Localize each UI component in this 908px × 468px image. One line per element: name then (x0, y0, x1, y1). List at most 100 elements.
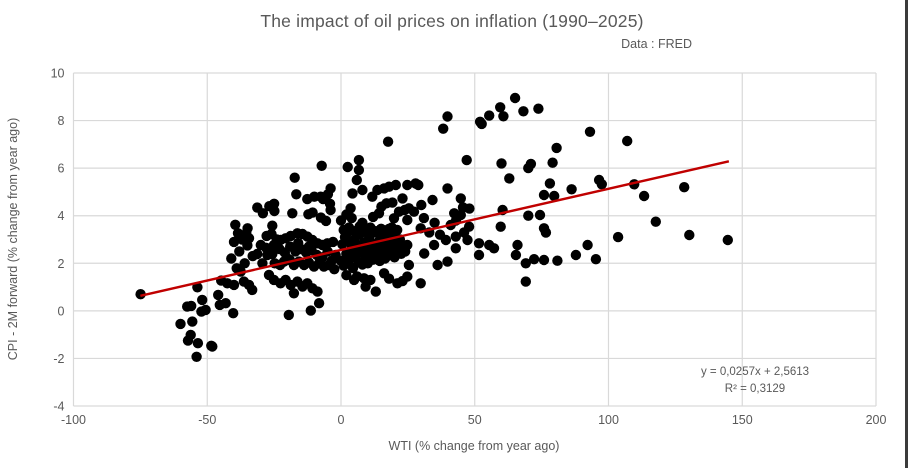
x-tick-label: -100 (61, 413, 86, 427)
scatter-point (520, 258, 531, 269)
scatter-point (528, 254, 540, 265)
scatter-point (228, 279, 240, 291)
scatter-point (362, 227, 373, 238)
y-tick-label: 2 (58, 257, 65, 271)
scatter-point (638, 190, 650, 202)
scatter-point (473, 238, 485, 249)
scatter-point (496, 158, 507, 169)
y-tick-label: 4 (58, 209, 65, 223)
scatter-point (476, 118, 487, 130)
scatter-point (365, 274, 376, 286)
scatter-point (442, 256, 453, 267)
scatter-point (429, 217, 440, 228)
scatter-point (191, 351, 202, 362)
x-tick-label: 50 (468, 413, 482, 427)
scatter-point (679, 182, 690, 193)
x-tick-label: 150 (732, 413, 753, 427)
scatter-point (442, 111, 453, 122)
scatter-point (257, 208, 269, 219)
scatter-point (367, 211, 379, 223)
scatter-point (383, 223, 395, 234)
window-edge-strip (905, 0, 908, 468)
scatter-point (226, 253, 237, 264)
scatter-point (538, 254, 550, 266)
scatter-point (187, 316, 198, 327)
scatter-point (287, 208, 298, 219)
scatter-point (434, 229, 446, 240)
scatter-point (234, 246, 245, 257)
scatter-point (353, 154, 365, 166)
scatter-point (416, 199, 427, 211)
scatter-point (450, 243, 461, 254)
y-tick-label: -4 (53, 400, 64, 414)
x-tick-label: 100 (598, 413, 619, 427)
scatter-point (464, 203, 475, 214)
y-axis-tick-labels: -4 -2 0 2 4 6 8 10 (51, 67, 65, 414)
scatter-point (547, 157, 558, 168)
scatter-point (325, 204, 336, 216)
scatter-point (341, 270, 352, 281)
scatter-point (220, 298, 231, 309)
scatter-point (135, 289, 146, 300)
scatter-point (382, 136, 394, 147)
scatter-point (373, 228, 384, 239)
scatter-point (228, 236, 240, 248)
scatter-point (307, 207, 318, 218)
scatter-point (312, 286, 323, 297)
scatter-point (351, 271, 363, 282)
scatter-point (509, 92, 521, 104)
scatter-point (325, 183, 336, 194)
scatter-point (570, 249, 582, 261)
scatter-point (495, 102, 506, 113)
scatter-point (512, 239, 523, 251)
scatter-point (329, 264, 340, 275)
scatter-point (207, 341, 218, 352)
y-tick-label: 6 (58, 162, 65, 176)
trendline-r2-label: R² = 0,3129 (725, 383, 785, 395)
scatter-point (450, 231, 461, 242)
trendline-equation-label: y = 0,0257x + 2,5613 (701, 366, 809, 378)
scatter-point (242, 223, 253, 234)
scatter-point (544, 178, 556, 189)
scatter-point (523, 210, 534, 221)
scatter-point (484, 110, 495, 121)
scatter-point (186, 300, 197, 312)
scatter-point (473, 249, 485, 261)
scatter-point (291, 189, 302, 200)
scatter-point (239, 258, 250, 269)
scatter-point (461, 154, 472, 166)
scatter-point (305, 305, 316, 316)
x-axis-tick-labels: -100 -50 0 50 100 150 200 (61, 413, 886, 427)
scatter-point (200, 304, 211, 316)
chart-subtitle: Data : FRED (621, 37, 692, 51)
scatter-point (650, 216, 661, 227)
scatter-point (397, 275, 408, 287)
x-axis-title: WTI (% change from year ago) (389, 439, 560, 453)
scatter-point (488, 243, 500, 254)
scatter-point (197, 294, 208, 306)
scatter-point (582, 239, 593, 251)
scatter-point (390, 179, 401, 191)
y-tick-label: 0 (58, 304, 65, 318)
y-tick-label: -2 (53, 352, 64, 366)
scatter-point (402, 214, 413, 226)
scatter-point (533, 103, 544, 114)
scatter-point (252, 248, 263, 260)
scatter-point (257, 258, 268, 269)
scatter-point (442, 183, 453, 194)
scatter-point (316, 160, 327, 171)
scatter-point (612, 231, 624, 243)
scatter-point (357, 217, 368, 228)
scatter-point (590, 254, 602, 265)
x-tick-label: -50 (198, 413, 216, 427)
scatter-point (552, 255, 563, 266)
scatter-point (504, 173, 515, 184)
scatter-point (551, 142, 562, 154)
y-tick-label: 10 (51, 67, 65, 81)
scatter-points (135, 92, 733, 362)
scatter-point (408, 206, 420, 217)
scatter-point (540, 227, 552, 238)
scatter-point (520, 276, 531, 287)
scatter-point (320, 215, 332, 227)
